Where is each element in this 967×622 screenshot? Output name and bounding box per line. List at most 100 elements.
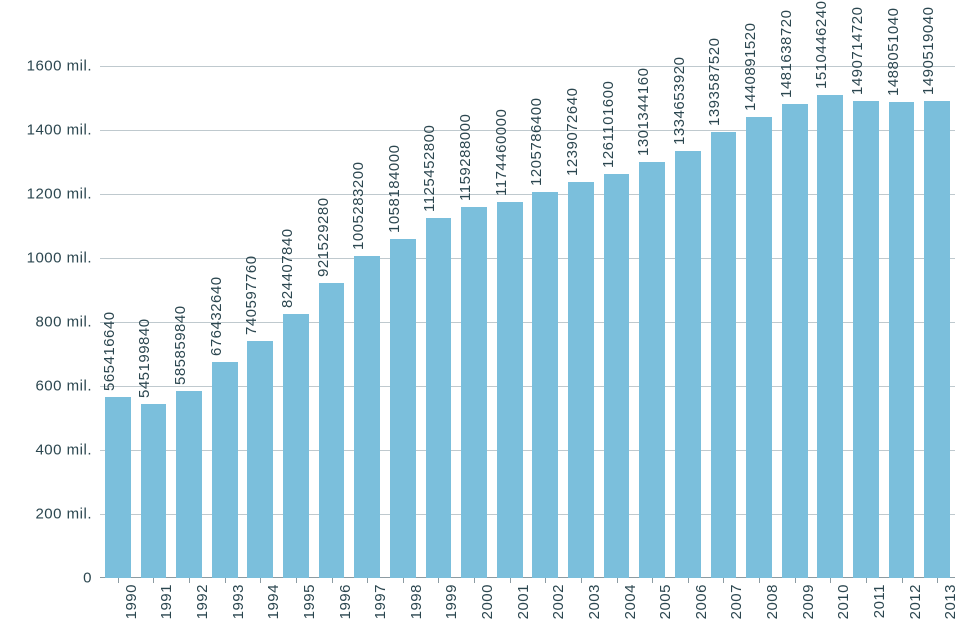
y-tick-label: 200 mil.	[35, 506, 100, 523]
bar-slot: 13935875202007	[706, 18, 742, 578]
x-tick	[688, 578, 689, 583]
bar: 545199840	[141, 404, 167, 578]
x-tick-label: 2013	[942, 578, 959, 619]
bar-slot: 14408915202008	[741, 18, 777, 578]
bar-slot: 12057864002002	[528, 18, 564, 578]
x-tick	[652, 578, 653, 583]
x-tick-label: 1994	[265, 578, 282, 619]
bar-slot: 11254528001999	[421, 18, 457, 578]
x-tick	[367, 578, 368, 583]
bar: 1488051040	[889, 102, 915, 578]
x-tick-label: 2004	[622, 578, 639, 619]
bar: 1490714720	[853, 101, 879, 578]
x-tick-label: 1997	[372, 578, 389, 619]
bar-slot: 6764326401993	[207, 18, 243, 578]
x-tick	[474, 578, 475, 583]
x-tick-label: 1998	[408, 578, 425, 619]
bar: 1125452800	[426, 218, 452, 578]
bar: 1490519040	[924, 101, 950, 578]
bar-slot: 8244078401995	[278, 18, 314, 578]
x-tick-label: 2008	[764, 578, 781, 619]
bar-slot: 11592880002000	[456, 18, 492, 578]
bar: 1261101600	[604, 174, 630, 578]
x-tick-label: 1999	[443, 578, 460, 619]
x-tick-label: 2005	[657, 578, 674, 619]
y-tick-label: 400 mil.	[35, 442, 100, 459]
bar-value-label: 1058184000	[386, 145, 403, 233]
bar-value-label: 1205786400	[528, 98, 545, 186]
y-tick-label: 1000 mil.	[27, 250, 100, 267]
x-tick	[225, 578, 226, 583]
bar-value-label: 1174460000	[493, 109, 510, 196]
x-tick-label: 1992	[194, 578, 211, 619]
bar-slot: 7405977601994	[243, 18, 279, 578]
bar-slot: 14907147202011	[848, 18, 884, 578]
x-tick	[260, 578, 261, 583]
bar-slot: 15104462402010	[813, 18, 849, 578]
x-tick	[296, 578, 297, 583]
y-tick-label: 1600 mil.	[27, 58, 100, 75]
bar-value-label: 1440891520	[742, 22, 759, 110]
x-tick-label: 2001	[515, 578, 532, 619]
bar-value-label: 1005283200	[350, 162, 367, 250]
x-tick-label: 1996	[337, 578, 354, 619]
bar-slot: 10052832001997	[349, 18, 385, 578]
bar-value-label: 585859840	[172, 305, 189, 385]
bar: 585859840	[176, 391, 202, 578]
bar-value-label: 824407840	[279, 229, 296, 309]
y-tick-label: 800 mil.	[35, 314, 100, 331]
bar-slot: 5858598401992	[171, 18, 207, 578]
bar: 1159288000	[461, 207, 487, 578]
bar: 1334653920	[675, 151, 701, 578]
x-tick	[510, 578, 511, 583]
x-tick-label: 2010	[835, 578, 852, 619]
x-tick-label: 2012	[907, 578, 924, 619]
x-tick	[617, 578, 618, 583]
bar: 1301344160	[639, 162, 665, 578]
bar: 1239072640	[568, 182, 594, 579]
x-tick-label: 1990	[123, 578, 140, 619]
x-tick-label: 2007	[728, 578, 745, 619]
bar-value-label: 1481638720	[778, 9, 795, 97]
x-tick	[830, 578, 831, 583]
x-tick	[438, 578, 439, 583]
bar: 1481638720	[782, 104, 808, 578]
x-tick-label: 2003	[586, 578, 603, 619]
bar-chart: 0200 mil.400 mil.600 mil.800 mil.1000 mi…	[0, 0, 967, 622]
bar-value-label: 1393587520	[706, 38, 723, 126]
x-tick	[581, 578, 582, 583]
y-tick-label: 1200 mil.	[27, 186, 100, 203]
x-tick-label: 2009	[800, 578, 817, 619]
bar: 824407840	[283, 314, 309, 578]
bar-slot: 5451998401991	[136, 18, 172, 578]
bar: 1205786400	[532, 192, 558, 578]
x-tick	[937, 578, 938, 583]
x-tick-label: 1993	[230, 578, 247, 619]
bar-slot: 10581840001998	[385, 18, 421, 578]
x-tick	[795, 578, 796, 583]
bar: 1510446240	[817, 95, 843, 578]
bar: 676432640	[212, 362, 238, 578]
bar-value-label: 1239072640	[564, 87, 581, 175]
bar-value-label: 545199840	[136, 318, 153, 398]
bar-value-label: 1334653920	[671, 56, 688, 144]
bar-value-label: 1301344160	[635, 67, 652, 155]
bar-value-label: 1159288000	[457, 114, 474, 201]
bar-slot: 14880510402012	[884, 18, 920, 578]
bar-slot: 14816387202009	[777, 18, 813, 578]
bar-slot: 9215292801996	[314, 18, 350, 578]
bar: 740597760	[247, 341, 273, 578]
plot-area: 0200 mil.400 mil.600 mil.800 mil.1000 mi…	[100, 18, 955, 578]
bar-value-label: 1488051040	[885, 7, 902, 95]
bar: 1393587520	[711, 132, 737, 578]
bar: 1440891520	[746, 117, 772, 578]
x-tick	[723, 578, 724, 583]
x-tick-label: 2000	[479, 578, 496, 619]
bar-slot: 14905190402013	[919, 18, 955, 578]
bar-value-label: 1490519040	[920, 7, 937, 95]
y-tick-label: 0	[83, 570, 100, 587]
bar: 1058184000	[390, 239, 416, 578]
bar: 1174460000	[497, 202, 523, 578]
x-tick-label: 2006	[693, 578, 710, 619]
x-tick-label: 1995	[301, 578, 318, 619]
